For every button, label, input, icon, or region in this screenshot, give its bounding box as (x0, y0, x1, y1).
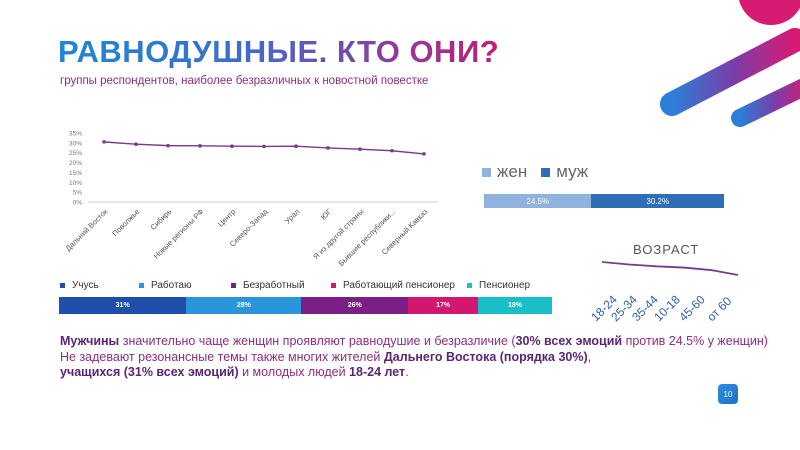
region-point (102, 140, 106, 144)
region-point (230, 144, 234, 149)
legend-male-label: муж (556, 162, 589, 181)
status-legend-item: Работающий пенсионер (331, 280, 467, 291)
status-legend-swatch (60, 283, 65, 288)
status-segment: 17% (408, 297, 479, 314)
status-stacked-bar: 31% 28% 26% 17% 18% (59, 297, 552, 314)
region-point (422, 152, 426, 156)
status-legend-label: Пенсионер (479, 280, 531, 291)
summary-line-1: Мужчины значительно чаще женщин проявляю… (60, 334, 768, 350)
status-legend-item: Пенсионер (467, 280, 587, 291)
status-segment: 18% (478, 297, 552, 314)
summary-text-6: . (405, 365, 409, 379)
status-legend-item: Работаю (139, 280, 231, 291)
summary-line-3: учащихся (31% всех эмоций) и молодых люд… (60, 365, 768, 381)
region-point (326, 146, 330, 150)
summary-text: Мужчины значительно чаще женщин проявляю… (60, 334, 768, 381)
region-point (134, 142, 138, 147)
slide-subtitle: группы респондентов, наиболее безразличн… (60, 75, 429, 87)
y-tick-label: 20% (69, 160, 82, 167)
region-point (166, 143, 170, 148)
y-tick-label: 10% (69, 180, 82, 187)
age-chart-title: ВОЗРАСТ (633, 242, 700, 257)
summary-bold-30: 30% всех эмоций (515, 334, 623, 348)
status-legend-swatch (467, 283, 472, 288)
pink-circle-decoration (738, 0, 800, 25)
status-legend-swatch (331, 283, 336, 288)
y-tick-label: 35% (69, 131, 82, 138)
status-legend-swatch (231, 283, 236, 288)
summary-bold-students: учащихся (31% всех эмоций) (60, 365, 239, 379)
summary-text-4: , (587, 349, 592, 364)
status-segment: 26% (301, 297, 409, 314)
summary-text-5: и молодых людей (238, 365, 350, 379)
summary-text-2: против 24.5% у женщин) (622, 334, 768, 348)
status-legend-item: Безработный (231, 280, 331, 291)
legend-male: муж (541, 162, 588, 182)
summary-bold-age: 18-24 лет (349, 365, 406, 379)
status-legend: Учусь Работаю Безработный Работающий пенсио… (60, 280, 587, 291)
legend-female: жен (482, 162, 527, 182)
region-point (198, 144, 202, 148)
y-tick-label: 15% (69, 170, 82, 177)
summary-text-1: значительно чаще женщин проявляют равнод… (119, 334, 516, 348)
summary-text-3: Не задевают резонансные темы также многи… (60, 349, 384, 364)
summary-bold-far-east: Дальнего Востока (порядка 30%) (383, 349, 588, 364)
page-number: 10 (718, 384, 738, 404)
age-tick-label: от 60 (704, 294, 734, 324)
age-series-line (601, 261, 739, 276)
slide-title: РАВНОДУШНЫЕ. КТО ОНИ? (58, 34, 500, 69)
gender-segment: 30.2% (591, 194, 724, 208)
region-point (358, 147, 362, 151)
status-legend-label: Учусь (72, 280, 99, 291)
status-legend-swatch (139, 283, 144, 288)
gender-legend: жен муж (482, 162, 588, 182)
gender-segment: 24.5% (484, 194, 592, 208)
region-point (390, 148, 394, 153)
gender-stacked-bar: 24.5% 30.2% (484, 194, 724, 208)
status-legend-label: Работающий пенсионер (343, 280, 455, 291)
status-segment: 28% (186, 297, 302, 314)
status-segment: 31% (59, 297, 187, 314)
region-point (262, 144, 266, 149)
age-tick-label: 45-60 (676, 292, 708, 324)
region-point (294, 144, 298, 149)
status-legend-label: Работаю (151, 280, 192, 291)
summary-line-2: Не задевают резонансные темы также многи… (60, 350, 768, 366)
status-legend-label: Безработный (243, 280, 305, 291)
status-legend-item: Учусь (60, 280, 139, 291)
y-tick-label: 25% (69, 150, 82, 157)
legend-female-label: жен (497, 162, 528, 181)
y-tick-label: 0% (73, 200, 83, 207)
y-tick-label: 5% (73, 190, 83, 197)
top-stripe-1 (660, 28, 800, 116)
top-stripe-2 (731, 78, 800, 127)
summary-bold-men: Мужчины (60, 334, 120, 348)
age-tick-label: 10-18 (651, 292, 683, 324)
y-tick-label: 30% (69, 140, 82, 147)
